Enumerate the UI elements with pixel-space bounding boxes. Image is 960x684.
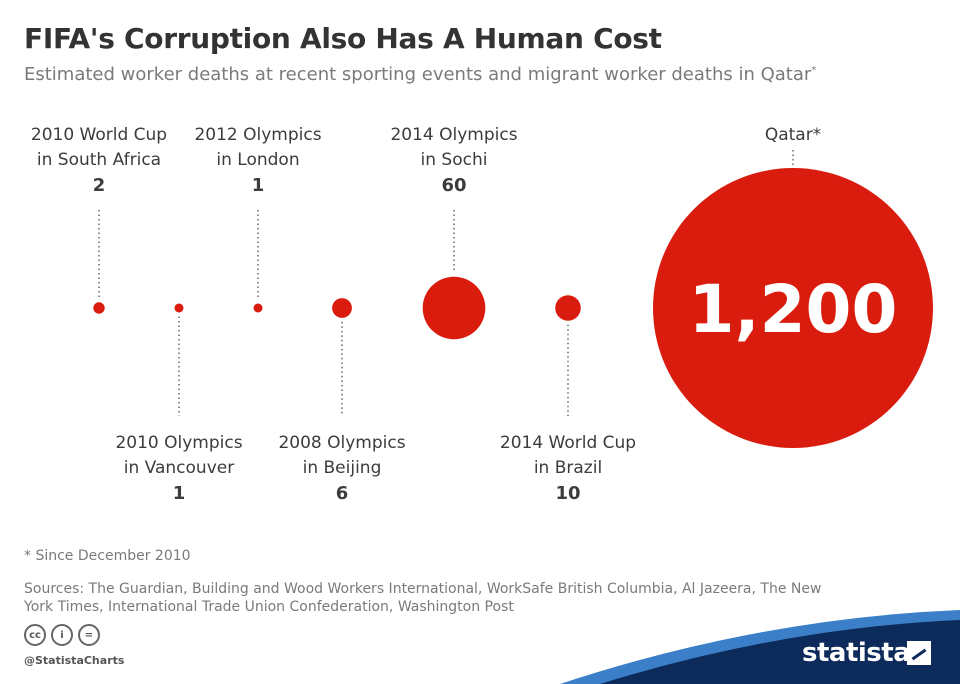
cc-icon[interactable]: cc [24,624,46,646]
event-label: in Brazil [534,458,602,478]
chart-title: FIFA's Corruption Also Has A Human Cost [24,22,662,55]
chart-subtitle: Estimated worker deaths at recent sporti… [24,64,816,85]
bubble [174,303,184,313]
event-label: 2008 Olympics [278,433,405,453]
subtitle-footnote-mark: * [811,65,817,76]
brand-band [560,610,960,684]
event-label: 2010 World Cup [31,125,167,145]
event-label: 2014 Olympics [390,125,517,145]
attribution-icon[interactable]: i [51,624,73,646]
statista-logo[interactable]: statista [802,638,911,668]
subtitle-text: Estimated worker deaths at recent sporti… [24,64,812,85]
license-icons: cc i = [24,624,100,646]
value-label: 2 [93,175,106,196]
value-label: 1,200 [689,271,898,348]
bubble [93,302,105,314]
event-label: 2014 World Cup [500,433,636,453]
value-label: 1 [252,175,265,196]
bubble [653,168,933,448]
event-label: in Vancouver [124,458,234,478]
event-label: in London [216,150,299,170]
value-label: 10 [555,483,580,504]
no-derivatives-icon[interactable]: = [78,624,100,646]
bubble [253,303,263,313]
bubble [555,295,581,321]
bubble-chart: 2010 World Cup in South Africa 2 2010 Olymp… [31,125,933,504]
event-label: Qatar* [765,125,821,145]
bubble [422,276,486,340]
sources-text: Sources: The Guardian, Building and Wood… [24,581,822,615]
brand-band-fill [600,620,960,684]
event-label: in Beijing [303,458,382,478]
event-label: in Sochi [421,150,488,170]
value-label: 1 [173,483,186,504]
value-label: 6 [336,483,349,504]
twitter-handle[interactable]: @StatistaCharts [24,654,125,667]
event-label: 2010 Olympics [115,433,242,453]
value-label: 60 [441,175,466,196]
bubble [332,298,352,318]
statista-logo-icon [907,641,931,665]
event-label: in South Africa [37,150,161,170]
event-label: 2012 Olympics [194,125,321,145]
footnote: * Since December 2010 [24,548,191,564]
